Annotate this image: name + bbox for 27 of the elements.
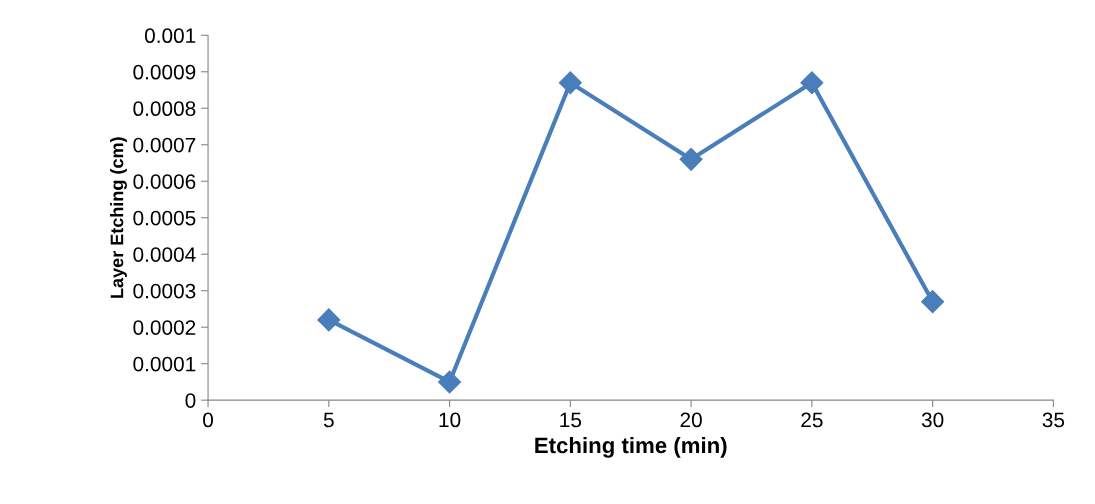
x-tick-label: 0	[203, 412, 214, 428]
y-tick-label: 0.0007	[133, 137, 196, 153]
x-tick-label: 25	[801, 412, 823, 428]
x-axis-title: Etching time (min)	[535, 436, 727, 458]
point	[558, 71, 582, 95]
x-tick-label: 5	[323, 412, 334, 428]
y-tick-label: 0.0003	[133, 283, 196, 299]
point	[679, 147, 703, 171]
y-tick-label: 0.0008	[133, 101, 196, 117]
point	[800, 71, 824, 95]
x-tick-label: 15	[560, 412, 582, 428]
point	[438, 370, 462, 394]
y-tick-label: 0.0001	[133, 356, 196, 372]
y-tick-label: 0	[185, 393, 196, 408]
x-tick-label: 35	[1042, 412, 1065, 428]
y-tick-label: 0.001	[144, 28, 196, 44]
y-tick-label: 0.0002	[133, 320, 196, 335]
x-tick-label: 10	[439, 412, 461, 428]
y-tick-label: 0.0005	[133, 210, 196, 226]
y-axis-title: Layer Etching (cm)	[110, 137, 127, 298]
y-tick-label: 0.0009	[133, 64, 196, 80]
x-tick-label: 20	[680, 412, 702, 428]
point	[921, 290, 945, 314]
x-tick-label: 30	[921, 412, 944, 428]
y-tick-label: 0.0004	[133, 247, 196, 262]
y-tick-label: 0.0006	[133, 174, 196, 189]
point	[317, 308, 341, 332]
